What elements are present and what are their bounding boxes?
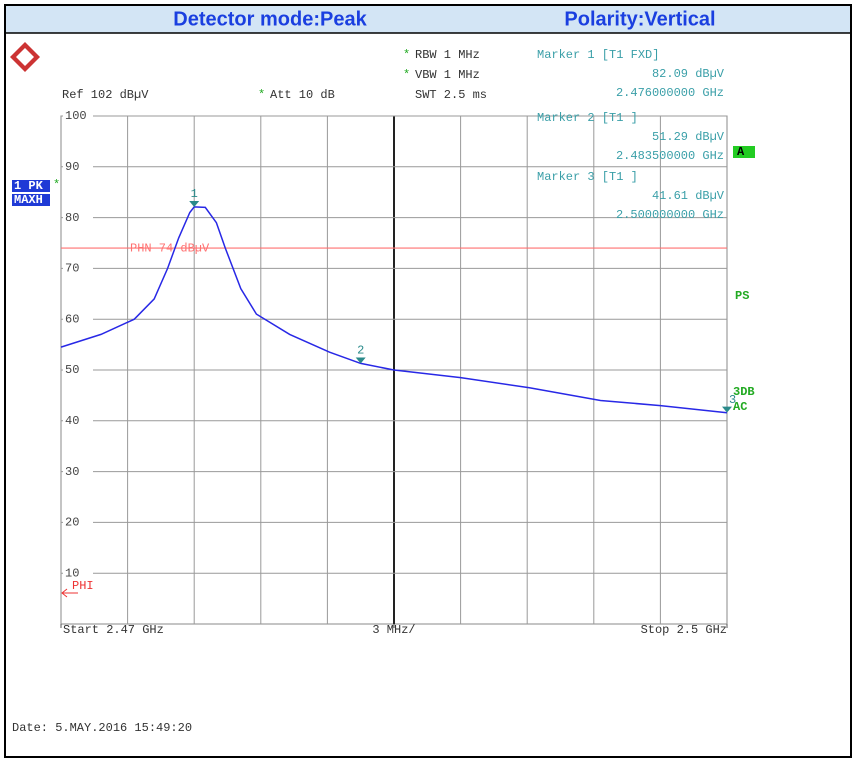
marker-title: Marker 3 [T1 ]: [537, 170, 638, 184]
date: Date: 5.MAY.2016 15:49:20: [12, 721, 192, 735]
marker-freq: 2.476000000 GHz: [616, 86, 724, 100]
y-tick-label: 100: [65, 109, 87, 123]
y-tick-label: 50: [65, 363, 79, 377]
marker-level: 41.61 dBµV: [652, 189, 725, 203]
a-badge: [733, 146, 755, 158]
trace: [60, 206, 728, 414]
setting-att: Att 10 dB: [270, 88, 335, 102]
tick-label-bg: [63, 110, 93, 122]
detector-mode: Detector mode:Peak: [173, 8, 367, 30]
tick-label-bg: [63, 160, 93, 173]
asterisk: *: [258, 88, 265, 102]
y-tick-label: 30: [65, 465, 79, 479]
setting-vbw: VBW 1 MHz: [415, 68, 480, 82]
display-line-label: PHN 74 dBµV: [130, 241, 210, 255]
marker: [722, 406, 732, 413]
marker: [189, 200, 200, 207]
polarity: Polarity:Vertical: [564, 8, 715, 30]
marker-freq: 2.500000000 GHz: [616, 208, 724, 222]
asterisk: *: [53, 178, 60, 192]
header-band: [6, 6, 850, 33]
asterisk: *: [403, 48, 410, 62]
frame: [4, 4, 852, 758]
tick-label-bg: [63, 414, 93, 427]
setting-rbw: RBW 1 MHz: [415, 48, 480, 62]
tick-label-bg: [63, 211, 93, 224]
side-label: PS: [735, 289, 749, 303]
tick-label-bg: [63, 313, 93, 326]
marker-title: Marker 2 [T1 ]: [537, 111, 638, 125]
x-tick-label: 3 MHz/: [372, 623, 415, 637]
y-tick-label: 40: [65, 414, 79, 428]
setting-ref: Ref 102 dBµV: [62, 88, 149, 102]
logo: [10, 42, 40, 72]
y-tick-label: 60: [65, 312, 79, 326]
side-label: 3DB: [733, 385, 755, 399]
tick-label-bg: [63, 364, 93, 376]
marker-freq: 2.483500000 GHz: [616, 149, 724, 163]
tick-label-bg: [63, 567, 93, 580]
marker-title: Marker 1 [T1 FXD]: [537, 48, 659, 62]
logo-inner: [16, 48, 34, 66]
side-label: A: [737, 145, 745, 159]
marker: [355, 357, 366, 364]
setting-swt: SWT 2.5 ms: [415, 88, 487, 102]
marker-name: 1: [191, 187, 198, 201]
side-label: AC: [733, 400, 747, 414]
trace-badge: [12, 180, 50, 192]
marker-level: 51.29 dBµV: [652, 130, 725, 144]
tick-label-bg: [63, 262, 93, 275]
asterisk: *: [403, 68, 410, 82]
trace-name: 1 PK: [14, 179, 44, 193]
marker-level: 82.09 dBµV: [652, 67, 725, 81]
y-tick-label: 80: [65, 211, 79, 225]
marker-name: 3: [729, 393, 736, 407]
limit-label: PHI: [72, 579, 94, 593]
trace-mode: MAXH: [14, 193, 43, 207]
tick-label-bg: [63, 465, 93, 478]
y-tick-label: 90: [65, 160, 79, 174]
marker-name: 2: [357, 344, 364, 358]
limit-arrowhead: [61, 588, 68, 598]
y-tick-label: 20: [65, 516, 79, 530]
y-tick-label: 70: [65, 262, 79, 276]
y-tick-label: 10: [65, 566, 79, 580]
tick-label-bg: [63, 516, 93, 529]
mode-badge: [12, 194, 50, 206]
x-tick-label: Stop 2.5 GHz: [641, 623, 727, 637]
x-tick-label: Start 2.47 GHz: [63, 623, 164, 637]
